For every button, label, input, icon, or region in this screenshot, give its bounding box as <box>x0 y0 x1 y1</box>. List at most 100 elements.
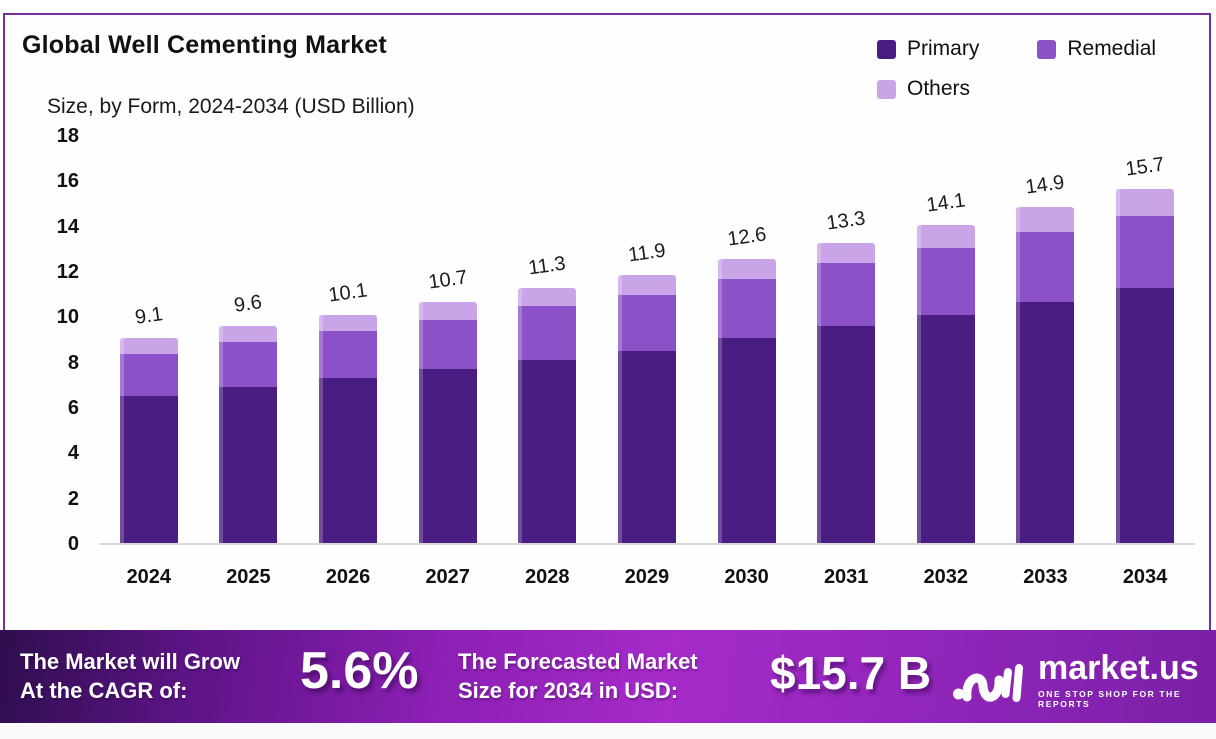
forecast-value: $15.7 B <box>770 647 932 699</box>
bar-stack <box>418 137 477 543</box>
x-axis-label: 2034 <box>1122 566 1168 588</box>
legend-label: Primary <box>907 37 980 60</box>
bar-segment-primary <box>717 337 776 543</box>
forecast-label-line2: Size for 2034 in USD: <box>458 677 679 703</box>
bar-stack <box>319 137 378 543</box>
x-axis-label: 2033 <box>1023 566 1068 588</box>
bar-segment-others <box>418 301 477 320</box>
y-axis-tick: 6 <box>67 397 79 420</box>
y-axis-tick: 2 <box>67 487 79 510</box>
x-axis-label: 2025 <box>226 566 271 588</box>
x-axis-label: 2032 <box>923 566 969 588</box>
bar-segment-primary <box>119 396 178 543</box>
bar-segment-remedial <box>916 247 975 316</box>
y-axis-tick: 14 <box>56 215 79 238</box>
cagr-label-line2: At the CAGR of: <box>20 677 188 703</box>
brand-logo: market.us ONE STOP SHOP FOR THE REPORTS <box>952 646 1216 713</box>
legend-item-others: Others <box>877 77 970 101</box>
bar-2025: 9.6 2025 <box>219 137 278 588</box>
cagr-banner: The Market will Grow At the CAGR of: 5.6… <box>0 630 1216 723</box>
x-axis-label: 2028 <box>525 566 570 588</box>
bar-2034: 15.7 2034 <box>1116 137 1175 588</box>
bar-stack <box>219 137 278 543</box>
cagr-label-line1: The Market will Grow <box>20 649 241 674</box>
x-axis-label: 2026 <box>325 566 371 588</box>
bar-2028: 11.3 2028 <box>518 137 577 588</box>
bar-segment-others <box>1016 206 1075 232</box>
forecast-label: The Forecasted Market Size for 2034 in U… <box>458 648 698 705</box>
bar-segment-others <box>817 243 876 264</box>
bar-segment-primary <box>1016 301 1075 543</box>
bar-stack <box>617 137 676 543</box>
legend-item-remedial: Remedial <box>1037 37 1156 61</box>
chart-subtitle: Size, by Form, 2024-2034 (USD Billion) <box>47 95 415 118</box>
bar-segment-others <box>1116 188 1175 216</box>
bar-segment-remedial <box>817 263 876 327</box>
bar-stack <box>1116 137 1175 543</box>
bar-segment-others <box>717 258 776 280</box>
bar-segment-remedial <box>219 342 278 388</box>
bar-2026: 10.1 2026 <box>319 137 378 588</box>
bar-segment-others <box>119 337 178 354</box>
brand-text: market.us ONE STOP SHOP FOR THE REPORTS <box>1038 651 1216 709</box>
y-axis: 0 2 4 6 8 10 12 14 16 18 <box>17 125 79 555</box>
bar-segment-primary <box>219 387 278 543</box>
x-axis-label: 2030 <box>724 566 769 588</box>
chart-legend: Primary Remedial Others <box>877 37 1207 101</box>
y-axis-tick: 0 <box>67 533 79 556</box>
bar-segment-others <box>916 225 975 248</box>
chart-area: 0 2 4 6 8 10 12 14 16 18 9.1 2024 9.6 2025 10.1 2026 10… <box>17 125 1201 588</box>
y-axis-tick: 8 <box>67 351 79 374</box>
bar-segment-others <box>617 274 676 295</box>
bar-segment-remedial <box>617 294 676 352</box>
bottom-strip <box>0 723 1216 739</box>
bar-segment-remedial <box>717 279 776 338</box>
bar-segment-remedial <box>119 353 178 397</box>
bar-2029: 11.9 2029 <box>617 137 676 588</box>
bar-2032: 14.1 2032 <box>916 137 975 588</box>
legend-swatch-icon <box>1037 39 1057 59</box>
cagr-value: 5.6% <box>300 642 419 700</box>
y-axis-tick: 16 <box>56 170 79 193</box>
bar-stack <box>916 137 975 543</box>
bar-segment-others <box>518 288 577 307</box>
bar-segment-others <box>319 315 378 331</box>
bar-segment-remedial <box>1116 215 1175 289</box>
y-axis-tick: 4 <box>67 442 79 465</box>
legend-swatch-icon <box>877 79 896 99</box>
marketus-logo-icon <box>952 646 1026 713</box>
y-axis-tick: 12 <box>56 261 79 284</box>
bar-stack <box>817 137 876 543</box>
x-axis-label: 2029 <box>624 566 670 588</box>
x-axis-label: 2031 <box>823 566 869 588</box>
bar-stack <box>1016 137 1075 543</box>
chart-panel: Global Well Cementing Market Size, by Fo… <box>3 13 1211 630</box>
cagr-label: The Market will Grow At the CAGR of: <box>20 648 240 705</box>
forecast-label-line1: The Forecasted Market <box>458 649 698 674</box>
legend-label: Others <box>907 77 971 100</box>
bar-segment-remedial <box>418 319 477 370</box>
bar-segment-primary <box>518 360 577 543</box>
bar-segment-primary <box>617 351 676 543</box>
bar-2031: 13.3 2031 <box>817 137 876 588</box>
legend-item-primary: Primary <box>877 37 979 61</box>
bar-segment-remedial <box>319 331 378 379</box>
bar-stack <box>717 137 776 543</box>
bar-segment-remedial <box>1016 231 1075 302</box>
bar-2030: 12.6 2030 <box>717 137 776 588</box>
chart-title: Global Well Cementing Market <box>22 31 387 59</box>
bar-segment-primary <box>418 369 477 543</box>
bar-segment-primary <box>1116 288 1175 543</box>
bar-stack <box>119 137 178 543</box>
bar-segment-primary <box>916 315 975 543</box>
bar-2027: 10.7 2027 <box>418 137 477 588</box>
bar-2033: 14.9 2033 <box>1016 137 1075 588</box>
bar-segment-primary <box>319 378 378 543</box>
bar-segment-others <box>219 326 278 343</box>
bar-2024: 9.1 2024 <box>119 137 178 588</box>
y-axis-tick: 10 <box>56 306 79 329</box>
brand-tagline: ONE STOP SHOP FOR THE REPORTS <box>1038 688 1182 709</box>
bar-segment-primary <box>817 326 876 543</box>
legend-label: Remedial <box>1067 37 1157 60</box>
